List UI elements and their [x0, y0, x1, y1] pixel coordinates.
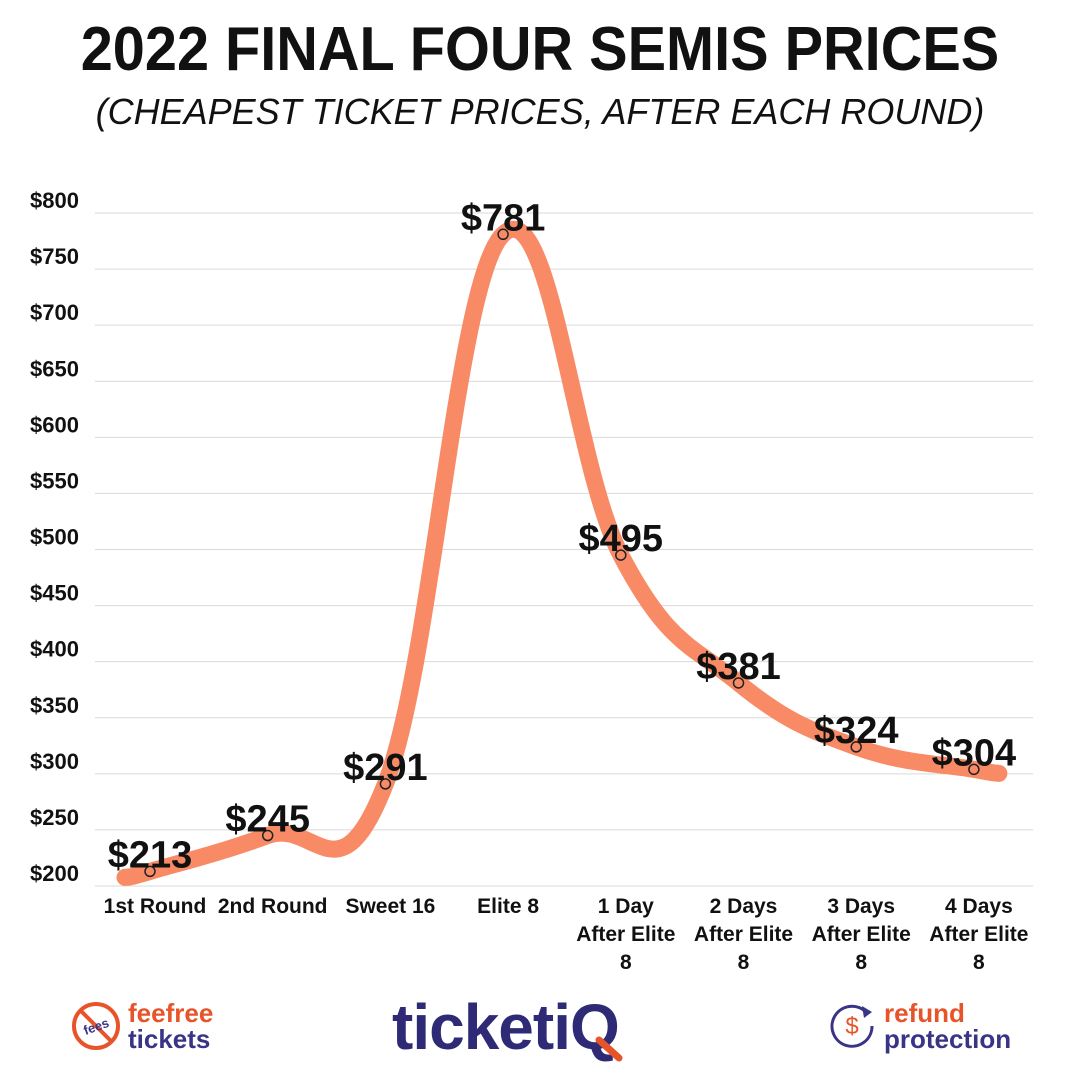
- x-tick-label-line: Elite 8: [477, 895, 539, 918]
- x-tick-label-line: 2 Days: [710, 895, 778, 918]
- series-line-path: [116, 220, 1008, 886]
- ticketiq-wordmark: ticketiQ: [392, 991, 620, 1063]
- y-tick-label: $200: [30, 861, 79, 886]
- x-tick-label: Elite 8: [477, 895, 539, 918]
- data-label: $381: [696, 646, 781, 688]
- x-tick-label: 2nd Round: [218, 895, 328, 918]
- y-tick-label: $700: [30, 300, 79, 325]
- series-line: [116, 220, 1008, 886]
- grid-lines: [95, 212, 1033, 887]
- y-tick-label: $600: [30, 412, 79, 437]
- x-tick-label-line: After Elite: [576, 923, 675, 946]
- data-point: [732, 677, 745, 689]
- x-tick-label-line: After Elite: [694, 923, 793, 946]
- x-tick-label-line: 4 Days: [945, 895, 1013, 918]
- y-tick-label: $250: [30, 805, 79, 830]
- y-tick-label: $750: [30, 244, 79, 269]
- refund-label: refund: [884, 998, 965, 1028]
- x-tick-label: 1st Round: [104, 895, 207, 918]
- x-tick-label: Sweet 16: [345, 895, 435, 918]
- data-label: $781: [461, 197, 546, 239]
- refund-protection-logo: $ refund protection: [826, 1000, 1011, 1052]
- feefree-tickets-logo: fees feefree tickets: [70, 1000, 213, 1052]
- x-tick-label: 4 Days After Elite 8: [929, 895, 1028, 974]
- refund-dollar-icon: $: [830, 1004, 874, 1048]
- chart-subtitle: (CHEAPEST TICKET PRICES, AFTER EACH ROUN…: [95, 91, 985, 132]
- ticketiq-wordmark-main: ticket: [392, 991, 554, 1063]
- y-tick-label: $650: [30, 356, 79, 381]
- x-tick-label-line: After Elite: [812, 923, 911, 946]
- data-point: [261, 829, 274, 842]
- x-tick-label-line: Sweet 16: [345, 895, 435, 918]
- x-tick-label-line: After Elite: [929, 923, 1028, 946]
- x-tick-label: 1 Day After Elite 8: [576, 895, 675, 974]
- data-point: [379, 778, 392, 790]
- tickets-label: tickets: [128, 1024, 211, 1054]
- data-labels: $213 $245 $291 $781 $495 $381 $324 $304: [108, 197, 1016, 876]
- data-label: $213: [108, 834, 193, 876]
- y-tick-label: $450: [30, 581, 79, 606]
- data-label: $304: [932, 732, 1017, 774]
- x-axis-ticks: 1st Round 2nd Round Sweet 16 Elite 8 1 Day Af…: [104, 895, 1029, 974]
- y-tick-label: $800: [30, 188, 79, 213]
- data-point: [968, 763, 980, 776]
- line-chart: $200 $250 $300 $350 $400 $450 $500 $550 $600 $650…: [30, 188, 1033, 974]
- y-axis-ticks: $200 $250 $300 $350 $400 $450 $500 $550 $600 $650…: [30, 188, 79, 886]
- x-tick-label-line: 8: [973, 951, 985, 974]
- data-label: $291: [343, 747, 428, 789]
- data-label: $245: [225, 799, 310, 841]
- x-tick-label-line: 8: [620, 951, 632, 974]
- data-point: [850, 741, 862, 753]
- x-tick-label: 2 Days After Elite 8: [694, 895, 793, 974]
- data-point: [144, 865, 156, 878]
- x-tick-label-line: 1st Round: [104, 895, 207, 918]
- x-tick-label-line: 2nd Round: [218, 895, 328, 918]
- y-tick-label: $300: [30, 749, 79, 774]
- x-tick-label-line: 3 Days: [827, 895, 895, 918]
- y-tick-label: $550: [30, 468, 79, 493]
- chart-title: 2022 FINAL FOUR SEMIS PRICES: [80, 15, 1000, 84]
- refund-dollar-icon-text: $: [845, 1013, 858, 1040]
- data-label: $495: [579, 518, 664, 560]
- data-label: $324: [814, 710, 899, 752]
- no-fees-icon: fees: [72, 1002, 120, 1050]
- ticketiq-logo: ticketiQ: [392, 990, 625, 1064]
- footer: fees feefree tickets ticketiQ $ refund p…: [0, 990, 1080, 1070]
- y-tick-label: $500: [30, 525, 79, 550]
- protection-label: protection: [884, 1024, 1012, 1054]
- data-point: [497, 228, 509, 241]
- y-tick-label: $400: [30, 637, 79, 662]
- data-points: [144, 228, 980, 878]
- feefree-label: feefree: [128, 998, 214, 1028]
- y-tick-label: $350: [30, 693, 79, 718]
- x-tick-label-line: 1 Day: [598, 895, 654, 918]
- x-tick-label-line: 8: [855, 951, 867, 974]
- x-tick-label: 3 Days After Elite 8: [812, 895, 911, 974]
- data-point: [615, 549, 627, 561]
- magnifier-icon: [595, 1036, 623, 1062]
- x-tick-label-line: 8: [738, 951, 750, 974]
